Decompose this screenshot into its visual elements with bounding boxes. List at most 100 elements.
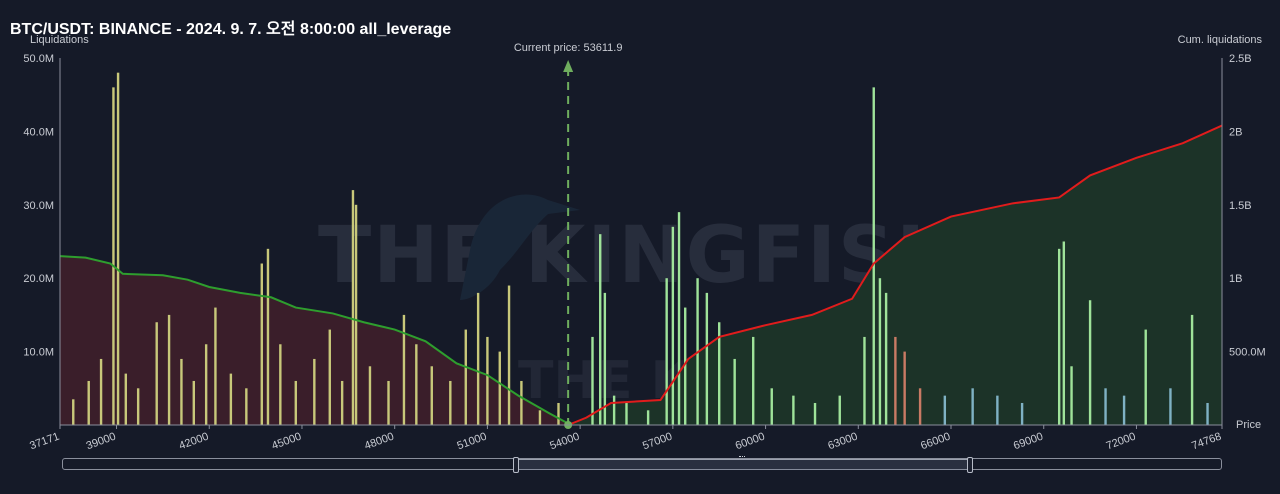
x-tick-label: 74768: [1190, 431, 1223, 453]
liquidation-bar: [918, 388, 922, 425]
right-tick-label: 2.5B: [1229, 53, 1252, 65]
liquidation-bar: [449, 380, 452, 425]
left-tick-label: 40.0M: [23, 126, 54, 138]
right-tick-label: 2B: [1229, 126, 1242, 138]
left-tick-label: 20.0M: [23, 273, 54, 285]
liquidation-bar: [476, 292, 480, 425]
liquidation-bar: [665, 278, 668, 425]
liquidation-bar: [354, 204, 358, 425]
liquidation-bar: [368, 366, 372, 425]
liquidation-bar: [260, 263, 263, 425]
liquidation-bar: [340, 380, 344, 425]
liquidation-bar: [1169, 388, 1172, 425]
x-axis-label: Price: [1236, 419, 1261, 431]
x-ticks: 37171 39000 42000 45000 48000 51000 54000 57000…: [28, 425, 1223, 452]
liquidation-bar: [351, 190, 355, 425]
liquidation-bar: [112, 87, 115, 426]
x-tick-label: 63000: [826, 431, 859, 453]
liquidation-bar: [180, 358, 183, 425]
liquidation-bar: [863, 336, 866, 425]
liquidation-bar: [591, 336, 594, 425]
liquidation-bar: [1070, 366, 1073, 425]
liquidation-bar: [599, 234, 602, 425]
chart-title: BTC/USDT: BINANCE - 2024. 9. 7. 오전 8:00:…: [10, 21, 452, 38]
x-tick-label: 45000: [270, 431, 303, 453]
x-tick-label: 57000: [641, 431, 674, 453]
liquidation-bar: [733, 358, 736, 425]
liquidation-bar: [507, 285, 511, 425]
kingfisher-logo-icon: [460, 194, 580, 300]
liquidation-bar: [402, 314, 406, 425]
cum-long-line: [567, 124, 1223, 426]
x-tick-label: 66000: [919, 431, 952, 453]
x-tick-label: 51000: [456, 431, 489, 453]
liquidation-bar: [838, 395, 841, 425]
range-slider-left-handle[interactable]: [513, 457, 519, 473]
left-axis-label: Liquidations: [30, 34, 89, 46]
left-tick-label: 50.0M: [23, 53, 54, 65]
x-tick-label: 72000: [1105, 431, 1138, 453]
liquidation-bar: [996, 395, 999, 425]
liquidation-bar: [387, 380, 390, 425]
x-tick-label: 60000: [734, 431, 767, 453]
liquidation-bar: [813, 402, 817, 425]
liquidation-bar: [718, 322, 721, 425]
liquidation-bar: [705, 292, 709, 425]
liquidation-bar: [1104, 388, 1107, 425]
right-tick-label: 500.0M: [1229, 347, 1266, 359]
range-slider[interactable]: [62, 456, 1222, 473]
left-tick-label: 30.0M: [23, 200, 54, 212]
x-tick-label: 42000: [177, 431, 210, 453]
left-tick-label: 10.0M: [23, 347, 54, 359]
liquidation-bar: [894, 336, 897, 425]
liquidation-bar: [1190, 314, 1194, 425]
liquidation-bar: [72, 399, 75, 425]
liquidation-bar: [603, 292, 607, 425]
liquidation-bar: [677, 212, 681, 425]
liquidation-bar: [124, 373, 128, 425]
liquidation-bar: [943, 395, 947, 425]
liquidation-bar: [279, 344, 282, 425]
liquidation-bar: [878, 278, 882, 425]
liquidation-bar: [229, 373, 233, 425]
x-tick-label: 69000: [1012, 431, 1045, 453]
liquidation-bar: [1020, 402, 1024, 425]
liquidation-bar: [1144, 329, 1147, 425]
liquidation-bar: [1206, 402, 1209, 425]
liquidation-bar: [136, 388, 140, 425]
liquidation-bar: [1122, 395, 1126, 425]
x-tick-label: 48000: [363, 431, 396, 453]
liquidation-bar: [538, 410, 542, 425]
liquidation-bar: [971, 388, 974, 425]
liquidation-bar: [192, 380, 195, 425]
liquidation-bar: [99, 358, 103, 425]
liquidation-bar: [1057, 248, 1061, 425]
liquidation-bar: [294, 380, 297, 425]
liquidation-bar: [328, 329, 331, 425]
x-tick-label: 39000: [85, 431, 118, 453]
liquidation-bar: [167, 314, 171, 425]
liquidation-bar: [612, 395, 616, 425]
range-slider-window[interactable]: [515, 456, 969, 470]
left-ticks: 10.0M 20.0M 30.0M 40.0M 50.0M: [23, 53, 54, 359]
liquidation-bar: [498, 351, 501, 425]
liquidation-bar: [671, 226, 675, 425]
liquidation-bar: [464, 329, 467, 425]
liquidation-bar: [752, 336, 755, 425]
liquidation-bar: [486, 336, 489, 425]
liquidation-bar: [155, 322, 158, 425]
liquidation-bar: [792, 395, 795, 425]
cum-short-fill: [60, 256, 569, 425]
liquidation-bar: [1062, 241, 1066, 425]
right-ticks: 500.0M 1B 1.5B 2B 2.5B: [1229, 53, 1266, 359]
range-slider-right-handle[interactable]: [967, 457, 973, 473]
range-slider-grip-icon[interactable]: [739, 456, 745, 460]
liquidation-bar: [884, 292, 888, 425]
liquidation-bar: [266, 248, 270, 425]
bars-group: [72, 72, 1209, 426]
x-tick-label: 54000: [548, 431, 581, 453]
liquidation-bar: [557, 402, 560, 425]
liquidation-bar: [313, 358, 316, 425]
liquidation-bar: [770, 388, 773, 425]
current-price-arrow-icon: [563, 60, 574, 72]
